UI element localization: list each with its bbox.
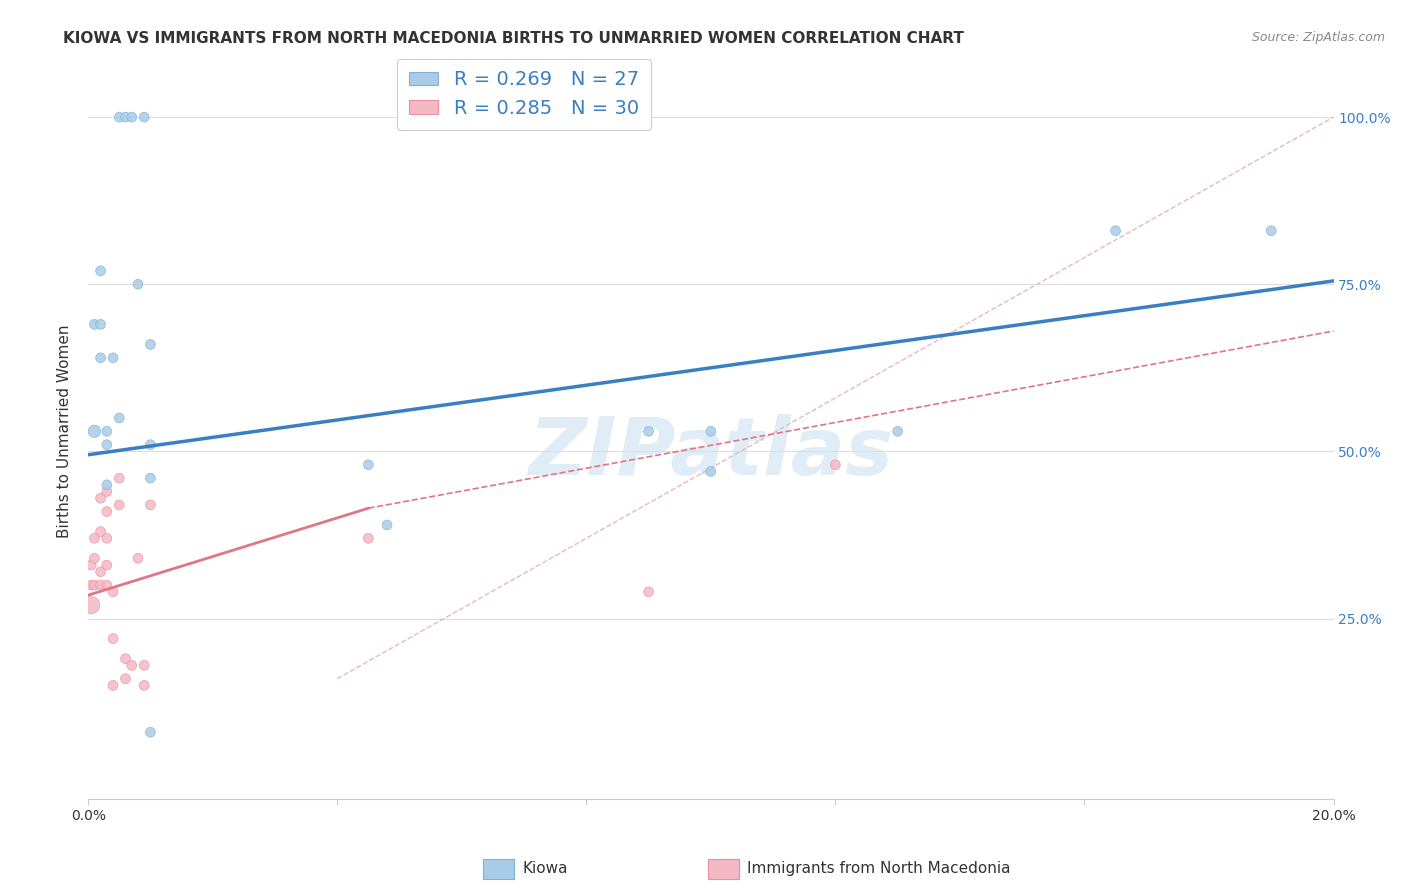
- Point: [357, 531, 380, 545]
- Point: [127, 551, 149, 566]
- Point: [139, 337, 162, 351]
- Point: [101, 678, 124, 692]
- Point: [83, 425, 105, 439]
- Point: [96, 425, 118, 439]
- Point: [83, 531, 105, 545]
- Point: [139, 725, 162, 739]
- Point: [90, 491, 112, 506]
- Point: [637, 425, 659, 439]
- Point: [96, 505, 118, 519]
- Point: [83, 578, 105, 592]
- Point: [83, 551, 105, 566]
- Point: [96, 478, 118, 492]
- Point: [121, 110, 143, 124]
- Point: [80, 558, 103, 572]
- Point: [96, 484, 118, 499]
- Text: Source: ZipAtlas.com: Source: ZipAtlas.com: [1251, 31, 1385, 45]
- Point: [375, 517, 398, 532]
- Point: [90, 565, 112, 579]
- Point: [101, 351, 124, 365]
- Point: [96, 438, 118, 452]
- Point: [139, 498, 162, 512]
- Point: [139, 471, 162, 485]
- Point: [1104, 224, 1126, 238]
- Point: [1260, 224, 1282, 238]
- Point: [700, 425, 723, 439]
- Point: [108, 498, 131, 512]
- Point: [90, 578, 112, 592]
- Point: [90, 524, 112, 539]
- Point: [114, 672, 136, 686]
- Point: [90, 351, 112, 365]
- Point: [700, 465, 723, 479]
- Point: [127, 277, 149, 292]
- Point: [886, 425, 908, 439]
- Point: [80, 598, 103, 612]
- Point: [134, 658, 156, 673]
- Text: KIOWA VS IMMIGRANTS FROM NORTH MACEDONIA BIRTHS TO UNMARRIED WOMEN CORRELATION C: KIOWA VS IMMIGRANTS FROM NORTH MACEDONIA…: [63, 31, 965, 46]
- Point: [90, 318, 112, 332]
- Point: [101, 632, 124, 646]
- Point: [121, 658, 143, 673]
- Y-axis label: Births to Unmarried Women: Births to Unmarried Women: [58, 325, 72, 538]
- Point: [114, 651, 136, 665]
- Point: [357, 458, 380, 472]
- Point: [637, 584, 659, 599]
- Point: [96, 531, 118, 545]
- Point: [134, 110, 156, 124]
- Point: [101, 584, 124, 599]
- Point: [108, 110, 131, 124]
- Point: [80, 578, 103, 592]
- Point: [96, 578, 118, 592]
- Legend: R = 0.269   N = 27, R = 0.285   N = 30: R = 0.269 N = 27, R = 0.285 N = 30: [398, 59, 651, 129]
- Point: [824, 458, 846, 472]
- Text: Immigrants from North Macedonia: Immigrants from North Macedonia: [747, 862, 1011, 876]
- Point: [83, 318, 105, 332]
- Point: [108, 411, 131, 425]
- Point: [90, 264, 112, 278]
- Point: [108, 471, 131, 485]
- Point: [96, 558, 118, 572]
- Text: ZIPatlas: ZIPatlas: [529, 415, 893, 492]
- Point: [139, 438, 162, 452]
- Point: [134, 678, 156, 692]
- Point: [114, 110, 136, 124]
- Text: Kiowa: Kiowa: [523, 862, 568, 876]
